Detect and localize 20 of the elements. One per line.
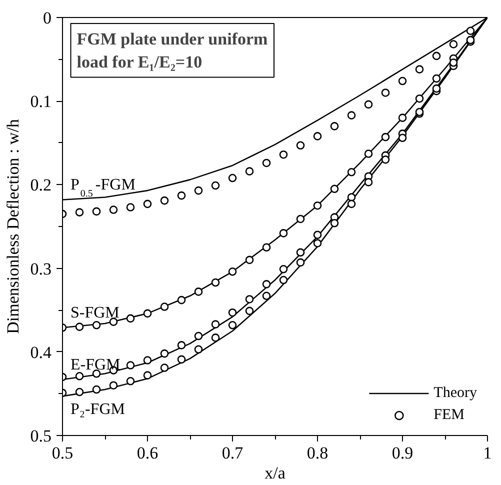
- y-tick-label: 0.2: [30, 176, 52, 195]
- y-axis-title: Dimensionless Deflection : w/h: [3, 118, 22, 334]
- x-tick-label: 0.8: [306, 444, 328, 462]
- x-tick-label: 0.7: [222, 444, 244, 462]
- annotation: S-FGM: [70, 304, 120, 322]
- y-tick-label: 0.4: [30, 342, 52, 362]
- text: FGM plate under uniform load for E₁/E₂=10: [76, 30, 268, 72]
- y-tick-label: 0.5: [30, 426, 52, 446]
- y-tick-label: 0: [43, 8, 52, 28]
- annotation: P₂-FGM: [70, 401, 125, 418]
- legend-label: FEM: [434, 406, 465, 424]
- annotation: E-FGM: [70, 356, 120, 374]
- y-tick-label: 0.3: [30, 259, 52, 278]
- x-axis-title: x/a: [264, 464, 286, 482]
- legend-label: Theory: [434, 384, 477, 402]
- x-tick-label: 0.5: [52, 444, 74, 462]
- x-tick-label: 0.9: [392, 444, 414, 462]
- y-tick-label: 0.1: [30, 92, 52, 112]
- x-tick-label: 1: [483, 444, 492, 462]
- x-tick-label: 0.6: [136, 444, 158, 462]
